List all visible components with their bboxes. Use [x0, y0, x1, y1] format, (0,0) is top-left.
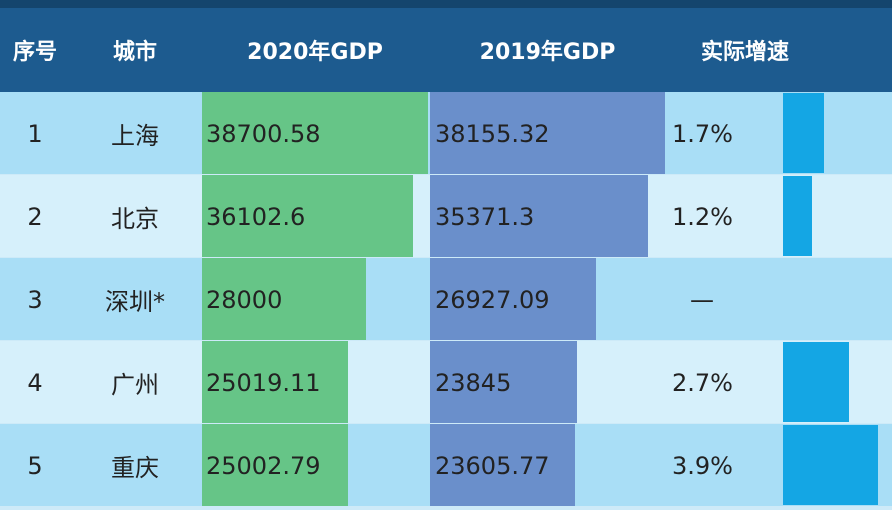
gdp-2019: 26927.09 — [435, 285, 550, 314]
top-strip — [0, 0, 892, 8]
gdp-2020: 28000 — [206, 285, 283, 314]
growth: 1.7% — [672, 119, 733, 148]
rank: 1 — [27, 119, 43, 148]
growth: 1.2% — [672, 202, 733, 231]
bar-growth — [783, 176, 813, 256]
gdp-2019: 38155.32 — [435, 119, 550, 148]
rank: 5 — [27, 451, 43, 480]
rank: 4 — [27, 368, 43, 397]
header-cell: 序号 — [12, 40, 57, 65]
bar-2020 — [202, 175, 413, 257]
bar-growth — [783, 425, 878, 505]
city: 上海 — [111, 122, 159, 150]
bar-2019 — [430, 341, 577, 423]
header-cell: 2020年GDP — [247, 40, 383, 65]
city: 北京 — [111, 205, 159, 233]
bar-growth — [783, 93, 825, 173]
rank: 3 — [27, 285, 43, 314]
bar-2019 — [430, 424, 576, 506]
rank: 2 — [27, 202, 43, 231]
bar-2020 — [202, 92, 428, 174]
bar-2020 — [202, 341, 349, 423]
header-row — [0, 8, 892, 92]
gdp-2019: 23845 — [435, 368, 512, 397]
header-cell: 城市 — [112, 40, 157, 65]
growth: 2.7% — [672, 368, 733, 397]
city: 深圳* — [105, 288, 165, 316]
growth: — — [690, 285, 714, 314]
gdp-2020: 25002.79 — [206, 451, 321, 480]
gdp-2019: 35371.3 — [435, 202, 535, 231]
gdp-2020: 25019.11 — [206, 368, 321, 397]
gdp-2019: 23605.77 — [435, 451, 550, 480]
city: 广州 — [111, 371, 159, 399]
bar-2019 — [430, 175, 648, 257]
city: 重庆 — [111, 454, 159, 482]
gdp-2020: 36102.6 — [206, 202, 306, 231]
bar-2019 — [430, 258, 596, 340]
gdp-2020: 38700.58 — [206, 119, 321, 148]
bar-2019 — [430, 92, 665, 174]
bar-growth — [783, 342, 849, 422]
bar-2020 — [202, 424, 348, 506]
bar-2020 — [202, 258, 366, 340]
header-cell: 2019年GDP — [479, 40, 616, 65]
growth: 3.9% — [672, 451, 733, 480]
header-cell: 实际增速 — [700, 40, 789, 65]
